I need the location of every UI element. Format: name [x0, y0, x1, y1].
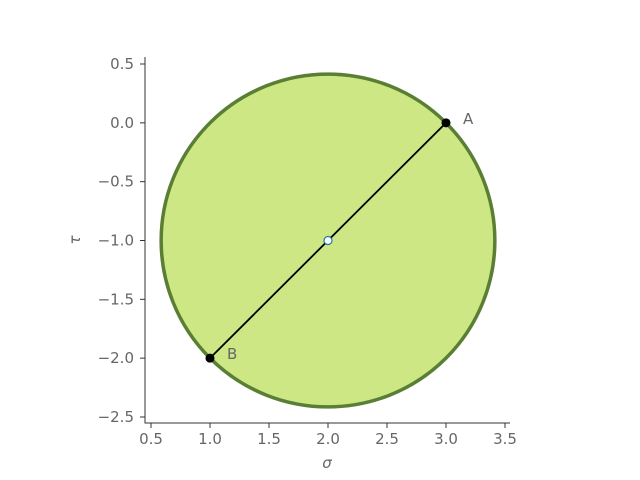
point-b-marker — [205, 353, 215, 363]
y-tick-label: 0.0 — [110, 114, 134, 132]
point-a-marker — [441, 118, 451, 128]
axes: 0.5 1.0 1.5 2.0 2.5 3.0 3.5 0.5 0.0 −0.5 −1.0 −1.5 −… — [98, 55, 517, 448]
x-tick-label: 1.0 — [198, 430, 222, 448]
center-marker — [323, 235, 333, 246]
axis-labels: σ τ — [66, 235, 332, 472]
y-tick-label: −2.0 — [98, 349, 134, 367]
plot-area: AB — [159, 72, 497, 409]
x-tick-label: 2.0 — [316, 430, 340, 448]
x-axis-label: σ — [322, 454, 332, 472]
y-tick-label: −1.5 — [98, 290, 134, 308]
x-tick-label: 1.5 — [257, 430, 281, 448]
y-tick-label: −2.5 — [98, 408, 134, 426]
point-b-label: B — [227, 345, 237, 363]
x-tick-label: 3.5 — [493, 430, 517, 448]
y-axis-label: τ — [66, 235, 84, 245]
x-tick-label: 0.5 — [139, 430, 163, 448]
x-tick-label: 2.5 — [375, 430, 399, 448]
y-tick-label: −1.0 — [98, 232, 134, 250]
x-tick-label: 3.0 — [434, 430, 458, 448]
point-a-label: A — [463, 110, 474, 128]
y-tick-label: 0.5 — [110, 55, 134, 73]
y-tick-label: −0.5 — [98, 173, 134, 191]
